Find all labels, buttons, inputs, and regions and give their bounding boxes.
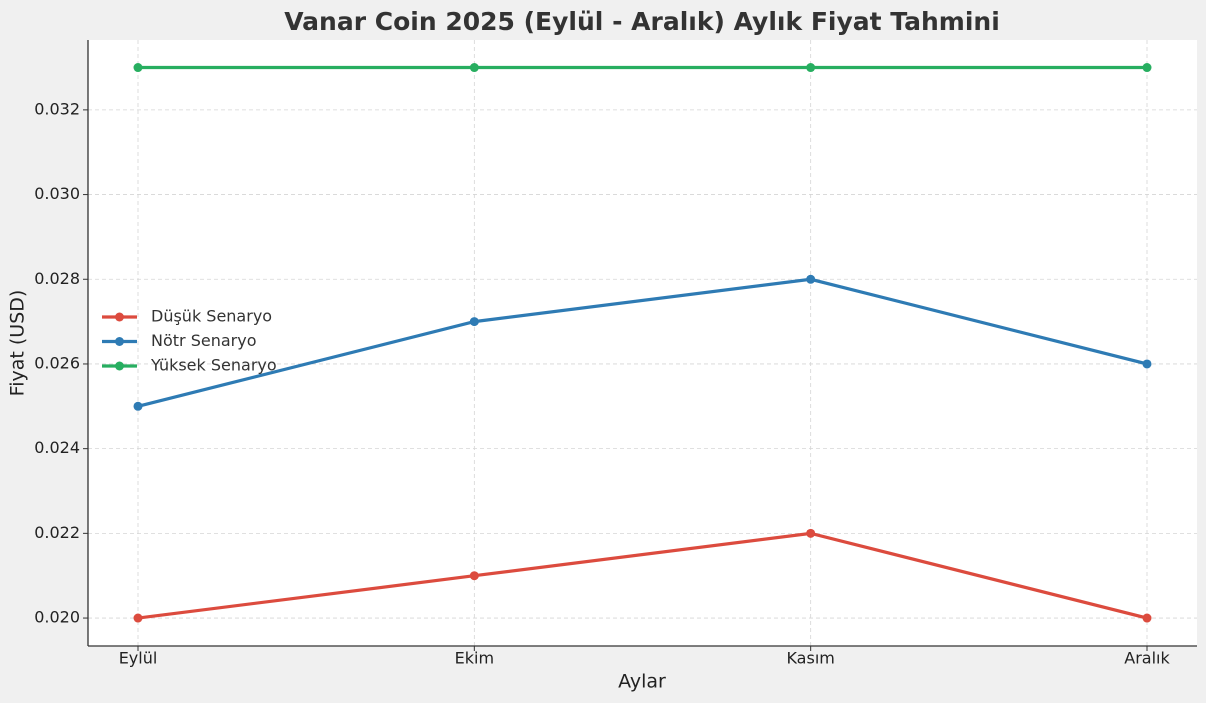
data-point — [469, 571, 479, 581]
legend-marker — [115, 361, 124, 371]
x-tick-label: Kasım — [786, 649, 834, 668]
x-tick-label: Ekim — [455, 649, 494, 668]
series-line — [137, 277, 1148, 408]
data-point — [806, 63, 816, 73]
legend-marker — [115, 337, 124, 346]
x-tick-label: Eylül — [119, 649, 158, 668]
data-point — [1142, 359, 1152, 369]
plot-background — [88, 40, 1197, 646]
data-point — [1142, 613, 1152, 623]
y-tick-label: 0.028 — [34, 269, 80, 288]
y-tick-label: 0.020 — [34, 608, 80, 627]
x-axis-label: Aylar — [618, 671, 666, 693]
data-point — [133, 63, 143, 73]
legend-label: Nötr Senaryo — [151, 331, 256, 350]
y-tick-label: 0.026 — [34, 353, 80, 372]
data-point — [806, 274, 816, 284]
data-point — [469, 317, 479, 327]
y-tick-label: 0.032 — [34, 99, 80, 118]
data-point — [133, 613, 143, 623]
y-tick-label: 0.024 — [34, 438, 80, 457]
legend-label: Düşük Senaryo — [151, 307, 272, 326]
y-axis-label: Fiyat (USD) — [7, 290, 29, 397]
chart-title: Vanar Coin 2025 (Eylül - Aralık) Aylık F… — [284, 7, 1000, 36]
x-tick-label: Aralık — [1124, 649, 1170, 668]
y-tick-label: 0.030 — [34, 184, 80, 203]
data-point — [469, 63, 479, 73]
legend-label: Yüksek Senaryo — [150, 356, 277, 375]
series-line — [137, 531, 1148, 620]
y-tick-label: 0.022 — [34, 523, 80, 542]
data-point — [806, 528, 816, 538]
data-point — [1142, 63, 1152, 73]
data-point — [133, 401, 143, 411]
legend-marker — [115, 312, 124, 322]
